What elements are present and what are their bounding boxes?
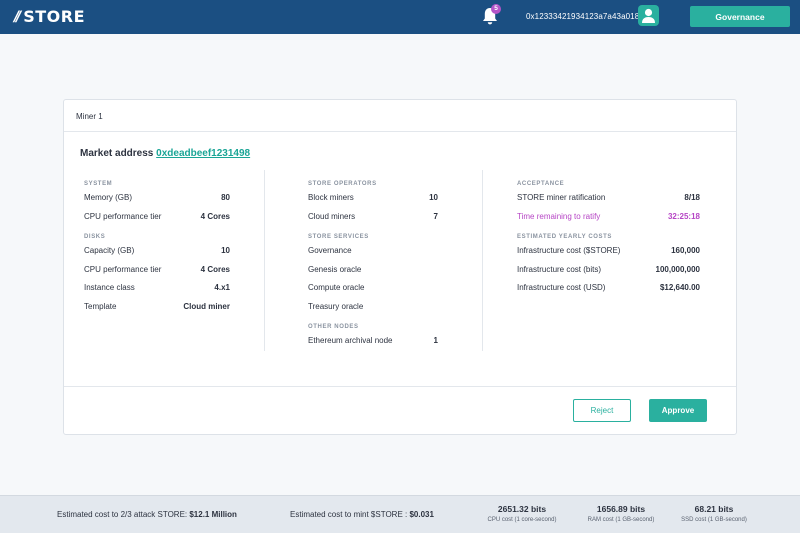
spec-label: Infrastructure cost ($STORE) <box>517 246 621 255</box>
spec-label: Capacity (GB) <box>84 246 135 255</box>
spec-value: 10 <box>221 246 230 255</box>
spec-row: CPU performance tier 4 Cores <box>84 208 230 227</box>
cpu-cost-label: CPU cost (1 core-second) <box>487 517 557 523</box>
service-label: Governance <box>308 246 352 255</box>
spec-label: Infrastructure cost (bits) <box>517 264 602 274</box>
section-title-other-nodes: OTHER NODES <box>308 324 359 330</box>
spec-label: CPU performance tier <box>84 264 162 274</box>
spec-label: Block miners <box>308 193 354 202</box>
spec-value: 7 <box>433 211 438 221</box>
spec-value: 1 <box>433 336 438 345</box>
attack-cost-label: Estimated cost to 2/3 attack STORE: <box>57 510 190 519</box>
logo-text: STORE <box>23 7 86 26</box>
spec-value: $12,640.00 <box>659 283 700 292</box>
spec-label: Cloud miners <box>308 211 356 221</box>
acceptance-column: ACCEPTANCE STORE miner ratification 8/18… <box>517 179 700 298</box>
spec-value: 32:25:18 <box>667 211 700 221</box>
miner-card: Miner 1 Market address 0xdeadbeef1231498… <box>63 99 737 435</box>
top-bar: // STORE 5 0x12333421934123a7a43a018 Gov… <box>0 0 800 34</box>
spec-value: 4 Cores <box>200 211 230 221</box>
service-label: Compute oracle <box>308 283 365 292</box>
column-divider <box>482 170 483 351</box>
spec-value: Cloud miner <box>183 301 230 311</box>
spec-value: 160,000 <box>671 246 700 255</box>
cpu-cost-stat: 2651.32 bits CPU cost (1 core-second) <box>476 504 568 523</box>
service-row: Compute oracle <box>308 279 438 298</box>
ssd-cost-label: SSD cost (1 GB-second) <box>681 517 747 523</box>
attack-cost: Estimated cost to 2/3 attack STORE: $12.… <box>57 510 237 519</box>
operators-column: STORE OPERATORS Block miners 10 Cloud mi… <box>308 179 438 351</box>
spec-value: 4.x1 <box>214 283 230 292</box>
spec-row: Block miners 10 <box>308 189 438 208</box>
section-title-services: STORE SERVICES <box>308 234 369 240</box>
spec-row: Infrastructure cost (USD) $12,640.00 <box>517 279 700 298</box>
service-row: Genesis oracle <box>308 261 438 280</box>
spec-value: 8/18 <box>684 193 700 202</box>
market-address-label: Market address <box>80 148 157 159</box>
mint-cost: Estimated cost to mint $STORE : $0.031 <box>290 510 434 519</box>
spec-label: Time remaining to ratify <box>517 211 601 221</box>
service-label: Genesis oracle <box>308 264 362 274</box>
spec-value: 4 Cores <box>200 264 230 274</box>
footer-bar: Estimated cost to 2/3 attack STORE: $12.… <box>0 495 800 533</box>
ssd-cost-value: 68.21 bits <box>694 504 734 514</box>
spec-row: Cloud miners 7 <box>308 208 438 227</box>
mint-cost-value: $0.031 <box>409 510 434 519</box>
spec-value: 100,000,000 <box>655 264 701 274</box>
spec-label: Infrastructure cost (USD) <box>517 283 606 292</box>
spec-row: CPU performance tier 4 Cores <box>84 261 230 280</box>
service-label: Treasury oracle <box>308 301 364 311</box>
spec-label: Instance class <box>84 283 135 292</box>
spec-row: Capacity (GB) 10 <box>84 242 230 261</box>
logo-mark: // <box>14 8 21 25</box>
time-remaining-row: Time remaining to ratify 32:25:18 <box>517 208 700 227</box>
spec-row: Ethereum archival node 1 <box>308 332 438 351</box>
market-address-link[interactable]: 0xdeadbeef1231498 <box>156 148 251 159</box>
notification-badge: 5 <box>491 4 501 14</box>
governance-button[interactable]: Governance <box>690 6 790 27</box>
spec-row: Template Cloud miner <box>84 298 230 317</box>
spec-label: Template <box>84 301 117 311</box>
market-address: Market address 0xdeadbeef1231498 <box>80 148 250 159</box>
spec-value: 10 <box>429 193 438 202</box>
spec-label: Memory (GB) <box>84 193 132 202</box>
spec-row: Memory (GB) 80 <box>84 189 230 208</box>
card-title: Miner 1 <box>76 112 103 121</box>
avatar[interactable] <box>638 5 659 26</box>
reject-button[interactable]: Reject <box>573 399 631 422</box>
attack-cost-value: $12.1 Million <box>189 510 237 519</box>
mint-cost-label: Estimated cost to mint $STORE : <box>290 510 410 519</box>
divider <box>64 386 736 387</box>
section-title-system: SYSTEM <box>84 181 113 187</box>
column-divider <box>264 170 265 351</box>
divider <box>64 131 736 132</box>
ram-cost-value: 1656.89 bits <box>596 504 646 514</box>
section-title-costs: ESTIMATED YEARLY COSTS <box>517 234 612 240</box>
spec-row: Infrastructure cost ($STORE) 160,000 <box>517 242 700 261</box>
section-title-operators: STORE OPERATORS <box>308 181 377 187</box>
spec-label: STORE miner ratification <box>517 193 606 202</box>
spec-row: Infrastructure cost (bits) 100,000,000 <box>517 261 700 280</box>
section-title-acceptance: ACCEPTANCE <box>517 181 565 187</box>
spec-row: STORE miner ratification 8/18 <box>517 189 700 208</box>
section-title-disks: DISKS <box>84 234 106 240</box>
service-row: Treasury oracle <box>308 298 438 317</box>
service-row: Governance <box>308 242 438 261</box>
spec-label: CPU performance tier <box>84 211 162 221</box>
ram-cost-stat: 1656.89 bits RAM cost (1 GB-second) <box>575 504 667 523</box>
spec-value: 80 <box>221 193 230 202</box>
avatar-icon <box>642 8 655 23</box>
ssd-cost-stat: 68.21 bits SSD cost (1 GB-second) <box>668 504 760 523</box>
cpu-cost-value: 2651.32 bits <box>497 504 547 514</box>
wallet-address: 0x12333421934123a7a43a018 <box>526 12 640 21</box>
system-column: SYSTEM Memory (GB) 80 CPU performance ti… <box>84 179 230 316</box>
store-logo[interactable]: // STORE <box>14 7 85 26</box>
spec-row: Instance class 4.x1 <box>84 279 230 298</box>
ram-cost-label: RAM cost (1 GB-second) <box>587 517 655 523</box>
spec-label: Ethereum archival node <box>308 336 393 345</box>
approve-button[interactable]: Approve <box>649 399 707 422</box>
